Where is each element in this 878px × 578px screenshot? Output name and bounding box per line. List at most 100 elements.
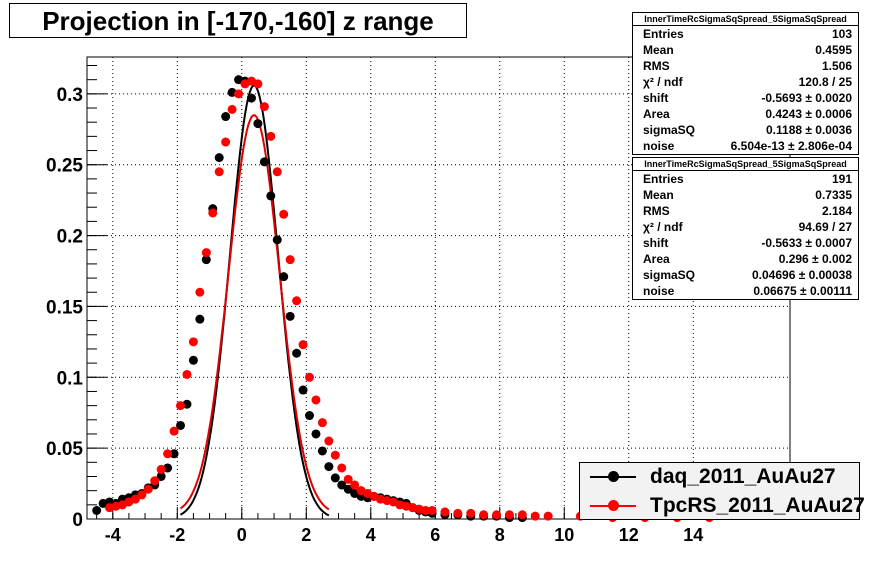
stats-row: noise 0.06675 ± 0.00111 — [633, 283, 858, 299]
data-point — [305, 372, 315, 382]
data-point — [259, 102, 269, 112]
stats-value: 1.506 — [821, 59, 852, 73]
data-point — [337, 463, 347, 473]
data-point — [305, 411, 315, 421]
stats-row: Mean 0.4595 — [633, 42, 858, 58]
stats-row: χ² / ndf 94.69 / 27 — [633, 219, 858, 235]
data-point — [298, 340, 308, 350]
stats-box-daq: InnerTimeRcSigmaSqSpread_5SigmaSqSpread … — [632, 12, 859, 155]
data-point — [234, 89, 244, 99]
stats-value: 0.06675 ± 0.00111 — [753, 284, 852, 298]
data-point — [156, 464, 166, 474]
stats-header: InnerTimeRcSigmaSqSpread_5SigmaSqSpread — [633, 158, 858, 171]
stats-value: 94.69 / 27 — [798, 220, 852, 234]
y-tick-label: 0.1 — [57, 368, 84, 389]
data-point — [253, 79, 263, 89]
data-point — [221, 112, 231, 122]
data-point — [279, 272, 289, 282]
data-point — [156, 471, 166, 481]
stats-row: shift -0.5633 ± 0.0007 — [633, 235, 858, 251]
stats-value: -0.5633 ± 0.0007 — [761, 236, 852, 250]
fit-curve — [179, 114, 330, 511]
stats-row: shift -0.5693 ± 0.0020 — [633, 90, 858, 106]
data-point — [343, 484, 353, 494]
stats-label: Mean — [643, 188, 674, 202]
stats-value: 103 — [831, 27, 852, 41]
stats-value: 191 — [831, 172, 852, 186]
stats-row: Entries 103 — [633, 26, 858, 42]
data-point — [324, 462, 334, 472]
data-point — [317, 418, 327, 428]
stats-row: RMS 2.184 — [633, 203, 858, 219]
data-point — [311, 429, 321, 439]
stats-value: 0.7335 — [815, 188, 852, 202]
stats-row: Area 0.296 ± 0.002 — [633, 251, 858, 267]
data-point — [517, 510, 527, 520]
data-point — [182, 369, 192, 379]
stats-row: noise 6.504e-13 ± 2.806e-04 — [633, 138, 858, 154]
data-points — [92, 75, 714, 523]
data-point — [292, 296, 302, 306]
legend-marker — [608, 500, 619, 511]
x-tick-label: -4 — [105, 525, 121, 545]
chart-title: Projection in [-170,-160] z range — [42, 6, 434, 36]
data-point — [311, 395, 321, 405]
stats-value: 6.504e-13 ± 2.806e-04 — [730, 139, 852, 153]
data-point — [246, 93, 256, 103]
data-point — [259, 157, 269, 167]
y-tick-label: 0.25 — [46, 156, 83, 177]
stats-value: 0.4595 — [815, 43, 852, 57]
data-point — [92, 505, 102, 515]
data-point — [253, 119, 263, 129]
stats-value: 0.04696 ± 0.00038 — [751, 268, 852, 282]
stats-label: RMS — [643, 59, 670, 73]
y-tick-label: 0.2 — [57, 227, 83, 248]
data-point — [169, 426, 179, 436]
data-point — [143, 484, 153, 494]
x-tick-label: 12 — [619, 525, 639, 545]
stats-value: 0.1188 ± 0.0036 — [766, 123, 852, 137]
x-tick-label: 0 — [237, 525, 247, 545]
legend-marker — [608, 471, 619, 482]
data-point — [163, 449, 173, 459]
grid-lines — [87, 57, 790, 520]
stats-header: InnerTimeRcSigmaSqSpread_5SigmaSqSpread — [633, 13, 858, 26]
data-point — [492, 510, 502, 520]
data-point — [350, 480, 360, 490]
stats-row: sigmaSQ 0.04696 ± 0.00038 — [633, 267, 858, 283]
data-point — [466, 508, 476, 518]
data-point — [266, 191, 276, 201]
y-tick-label: 0 — [72, 510, 83, 531]
data-point — [176, 401, 186, 411]
x-tick-label: 4 — [366, 525, 376, 545]
y-tick-label: 0.3 — [57, 85, 83, 106]
data-point — [330, 450, 340, 460]
data-point — [427, 505, 437, 515]
x-tick-label: 8 — [495, 525, 505, 545]
stats-label: Entries — [643, 27, 684, 41]
data-point — [285, 311, 295, 321]
stats-label: χ² / ndf — [643, 220, 683, 234]
legend-label: daq_2011_AuAu27 — [650, 465, 836, 488]
stats-label: Mean — [643, 43, 674, 57]
stats-row: Mean 0.7335 — [633, 187, 858, 203]
data-point — [188, 337, 198, 347]
legend-entry-daq: daq_2011_AuAu27 — [580, 463, 859, 491]
stats-row: χ² / ndf 120.8 / 25 — [633, 74, 858, 90]
data-point — [221, 137, 231, 147]
data-point — [130, 494, 140, 504]
data-point — [195, 314, 205, 324]
legend-entry-tpcrs: TpcRS_2011_AuAu27 — [580, 492, 865, 520]
axes: -4 -2 0 2 4 6 8 10 12 14 0 0.05 0.1 0.15 0.2 0.25 0.3 — [46, 65, 775, 545]
legend: daq_2011_AuAu27 TpcRS_2011_AuAu27 — [579, 462, 865, 520]
data-point — [317, 446, 327, 456]
data-point — [195, 287, 205, 297]
data-point — [214, 167, 224, 177]
data-point — [330, 473, 340, 483]
stats-row: RMS 1.506 — [633, 58, 858, 74]
stats-value: -0.5693 ± 0.0020 — [761, 91, 852, 105]
data-point — [137, 490, 147, 500]
x-tick-label: 6 — [430, 525, 440, 545]
stats-box-tpcrs: InnerTimeRcSigmaSqSpread_5SigmaSqSpread … — [632, 157, 859, 300]
data-point — [201, 255, 211, 265]
